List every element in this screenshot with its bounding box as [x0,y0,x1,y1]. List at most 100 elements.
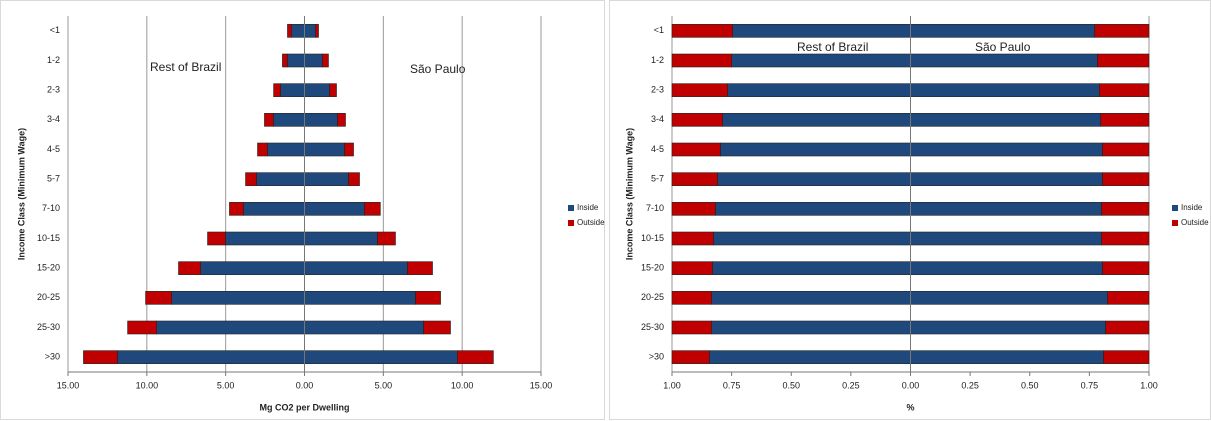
y-tick-label: 5-7 [651,174,664,184]
bar-segment [264,113,274,127]
annotation: São Paulo [975,40,1031,54]
bar-segment [1107,291,1150,305]
bar-segment [344,142,354,157]
bar-segment [709,350,911,364]
y-axis-title: Income Class (Minimum Wage) [16,128,26,260]
bar-segment [910,172,1103,186]
x-tick-label: 0.00 [902,380,920,390]
bar-segment [910,261,1103,275]
x-tick-label: 5.00 [375,380,393,390]
x-tick-label: 1.00 [663,380,681,390]
x-tick-label: 15.00 [57,380,80,390]
bar-segment [315,24,319,38]
bar-segment [207,231,226,246]
bar-segment [304,83,330,97]
x-axis-title: % [906,402,914,412]
bar-segment [267,142,305,157]
legend-label: Outside [577,218,605,227]
bar-segment [200,261,305,275]
y-tick-label: >30 [45,352,60,362]
y-tick-label: 20-25 [641,292,664,302]
bar-segment [712,261,911,275]
bar-segment [671,113,723,127]
bar-segment [282,53,288,68]
bar-segment [229,202,244,216]
x-tick-label: 0.50 [1021,380,1039,390]
bar-segment [1101,202,1150,216]
bar-segment [731,53,911,68]
bar-segment [910,350,1104,364]
bar-segment [1101,231,1150,246]
bar-segment [304,113,338,127]
bar-segment [715,202,911,216]
bar-segment [171,291,305,305]
bar-segment [257,142,268,157]
bar-segment [407,261,433,275]
bar-segment [329,83,337,97]
bar-segment [304,24,316,38]
y-tick-label: 5-7 [47,174,60,184]
bar-segment [304,291,416,305]
annotation: Rest of Brazil [797,40,868,54]
x-axis-title: Mg CO2 per Dwelling [259,402,349,412]
bar-segment [377,231,396,246]
bar-segment [910,202,1102,216]
bar-segment [243,202,305,216]
y-tick-label: <1 [50,25,60,35]
x-tick-label: 10.00 [451,380,474,390]
bar-segment [245,172,257,186]
x-tick-label: 15.00 [530,380,553,390]
bar-segment [1102,261,1150,275]
legend-label: Inside [577,203,599,212]
bar-segment [717,172,911,186]
x-tick-label: 10.00 [136,380,159,390]
y-tick-label: 15-20 [641,263,664,273]
bar-segment [910,113,1101,127]
legend-swatch [1172,220,1178,226]
bar-segment [322,53,329,68]
y-axis-title: Income Class (Minimum Wage) [624,128,634,260]
y-tick-label: 10-15 [37,233,60,243]
bar-segment [671,172,718,186]
bar-segment [671,320,712,335]
bar-segment [83,350,118,364]
legend-swatch [568,205,574,211]
bar-segment [337,113,346,127]
bar-segment [415,291,441,305]
y-tick-label: 4-5 [47,144,60,154]
bar-segment [225,231,305,246]
y-tick-label: 2-3 [47,85,60,95]
y-tick-label: 1-2 [47,55,60,65]
bar-segment [364,202,381,216]
bar-segment [671,142,721,157]
y-tick-label: 4-5 [651,144,664,154]
bar-segment [671,261,713,275]
bar-segment [910,231,1102,246]
y-tick-label: >30 [649,352,664,362]
bar-segment [287,24,292,38]
bar-segment [1097,53,1150,68]
bar-segment [304,261,408,275]
bar-segment [304,350,458,364]
annotation: Rest of Brazil [150,60,221,74]
x-tick-label: 0.25 [961,380,979,390]
bar-segment [145,291,172,305]
y-tick-label: 3-4 [47,114,60,124]
bar-segment [304,202,365,216]
y-tick-label: 7-10 [42,203,60,213]
bar-segment [304,320,424,335]
y-tick-label: <1 [654,25,664,35]
y-tick-label: 1-2 [651,55,664,65]
bar-segment [117,350,305,364]
bar-segment [291,24,305,38]
legend-label: Outside [1181,218,1209,227]
y-tick-label: 10-15 [641,233,664,243]
x-tick-label: 1.00 [1140,380,1158,390]
x-tick-label: 0.75 [723,380,741,390]
bar-segment [671,53,732,68]
x-tick-label: 0.00 [296,380,314,390]
bar-segment [256,172,305,186]
bar-segment [1094,24,1150,38]
y-tick-label: 2-3 [651,85,664,95]
bar-segment [1102,172,1150,186]
